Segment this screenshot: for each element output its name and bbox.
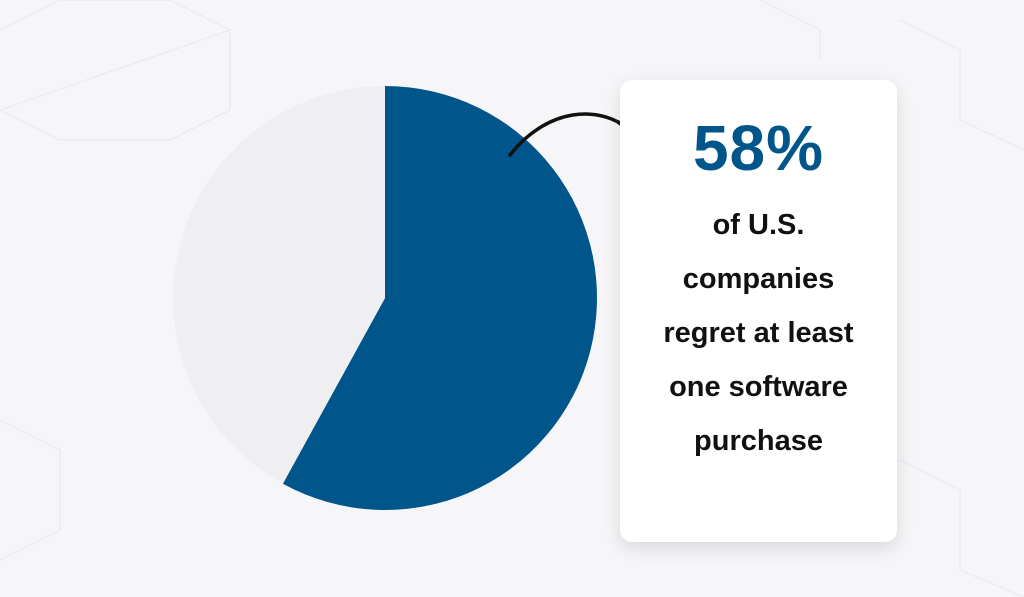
value-label: 58% — [692, 112, 825, 184]
pie — [172, 86, 597, 510]
callout-card: 58% of U.S. companies regret at least on… — [620, 80, 897, 542]
pie-slice — [282, 86, 597, 510]
pie-slice — [172, 86, 385, 484]
annotation: of U.S. companies regret at least one so… — [663, 209, 854, 457]
